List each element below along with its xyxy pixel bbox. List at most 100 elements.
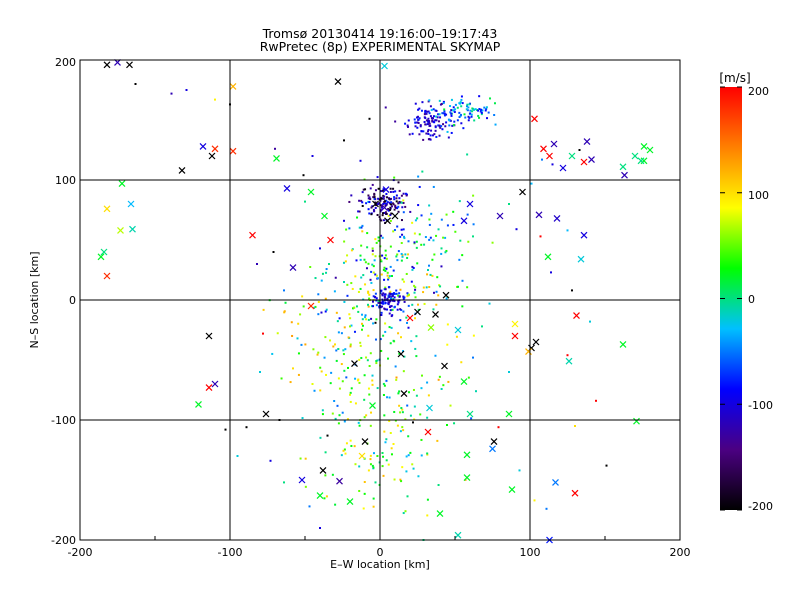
data-point-x [544, 253, 552, 261]
data-point-dot [391, 308, 394, 311]
data-point-dot [319, 527, 321, 529]
data-point-dot [431, 134, 434, 137]
data-point-dot [371, 253, 374, 256]
data-point-dot [369, 424, 372, 427]
data-point-dot [384, 286, 387, 289]
data-point-dot [396, 303, 399, 306]
data-point-dot [396, 259, 399, 262]
data-point-dot [392, 190, 395, 193]
data-point-dot [445, 297, 448, 300]
data-point-dot [371, 379, 374, 382]
data-point-dot [368, 201, 371, 204]
data-point-dot [320, 370, 323, 373]
data-point-dot [340, 363, 343, 366]
data-point-dot [369, 198, 372, 201]
data-point-dot [368, 297, 371, 300]
data-point-dot [342, 349, 345, 352]
data-point-dot [395, 197, 398, 200]
data-point-dot [414, 125, 417, 128]
data-point-dot [338, 387, 341, 390]
data-point-dot [311, 383, 314, 385]
data-point-dot [434, 129, 437, 132]
data-point-dot [405, 316, 408, 319]
data-point-dot [380, 204, 383, 207]
data-point-x [397, 350, 405, 358]
data-point-dot [421, 170, 424, 173]
data-point-dot [444, 251, 447, 254]
data-point-dot [421, 101, 424, 104]
data-point-dot [343, 369, 346, 372]
data-point-dot [397, 250, 400, 253]
data-point-dot [334, 343, 336, 346]
data-point-dot [419, 125, 422, 128]
data-point-dot [432, 108, 435, 111]
data-point-dot [433, 253, 436, 256]
data-point-dot [415, 240, 418, 243]
data-point-dot [453, 110, 456, 113]
data-point-dot [354, 463, 357, 466]
data-point-dot [374, 338, 377, 341]
data-point-dot [358, 489, 361, 492]
data-point-dot [459, 101, 462, 104]
data-point-dot [388, 275, 391, 278]
data-point-dot [431, 119, 434, 122]
data-point-dot [302, 305, 305, 308]
data-point-dot [335, 349, 338, 352]
data-point-dot [357, 310, 360, 313]
data-point-x [637, 157, 645, 165]
data-point-dot [550, 271, 552, 274]
data-point-dot [430, 129, 433, 132]
data-point-dot [415, 355, 418, 358]
data-point-dot [337, 377, 340, 380]
data-point-dot [380, 314, 383, 317]
data-point-dot [377, 203, 380, 206]
data-point-dot [394, 292, 397, 295]
data-point-dot [337, 422, 340, 425]
data-point-dot [325, 308, 328, 311]
data-point-dot [451, 124, 454, 127]
colorbar-tick-label-4: -200 [748, 500, 773, 513]
data-point-dot [423, 113, 426, 116]
data-point-dot [372, 452, 375, 455]
data-point-dot [373, 192, 376, 195]
data-point-dot [420, 454, 423, 457]
data-point-dot [386, 271, 389, 274]
data-point-dot [435, 115, 438, 118]
data-point-x [546, 152, 553, 160]
data-point-dot [381, 305, 384, 308]
x-tick-label-0: -200 [68, 546, 93, 559]
data-point-dot [375, 304, 378, 307]
data-point-dot [368, 117, 371, 120]
data-point-dot [403, 300, 406, 303]
data-point-x [646, 146, 654, 154]
data-point-dot [365, 267, 368, 270]
data-point-x [619, 163, 627, 171]
data-point-dot [316, 353, 319, 356]
colorbar [720, 87, 742, 510]
data-point-x [540, 145, 547, 153]
data-point-dot [382, 302, 385, 305]
data-point-dot [381, 451, 384, 454]
data-point-dot [313, 306, 316, 309]
data-point-dot [460, 122, 463, 125]
data-point-dot [367, 208, 370, 211]
data-point-dot [324, 297, 327, 300]
data-point-dot [373, 193, 376, 196]
colorbar-ticks [720, 86, 742, 511]
data-point-dot [325, 495, 328, 498]
data-point-dot [346, 418, 349, 421]
data-point-dot [380, 289, 383, 292]
data-point-dot [371, 183, 374, 186]
data-point-dot [467, 376, 470, 379]
data-point-dot [333, 290, 336, 293]
data-point-dot [426, 416, 429, 419]
data-point-dot [406, 295, 409, 298]
data-point-dot [442, 112, 445, 115]
data-point-dot [424, 236, 427, 239]
data-point-dot [386, 298, 389, 301]
data-point-dot [429, 138, 432, 141]
data-point-dot [409, 451, 412, 454]
data-point-dot [359, 341, 362, 344]
data-point-dot [467, 119, 470, 122]
data-point-dot [388, 294, 391, 297]
